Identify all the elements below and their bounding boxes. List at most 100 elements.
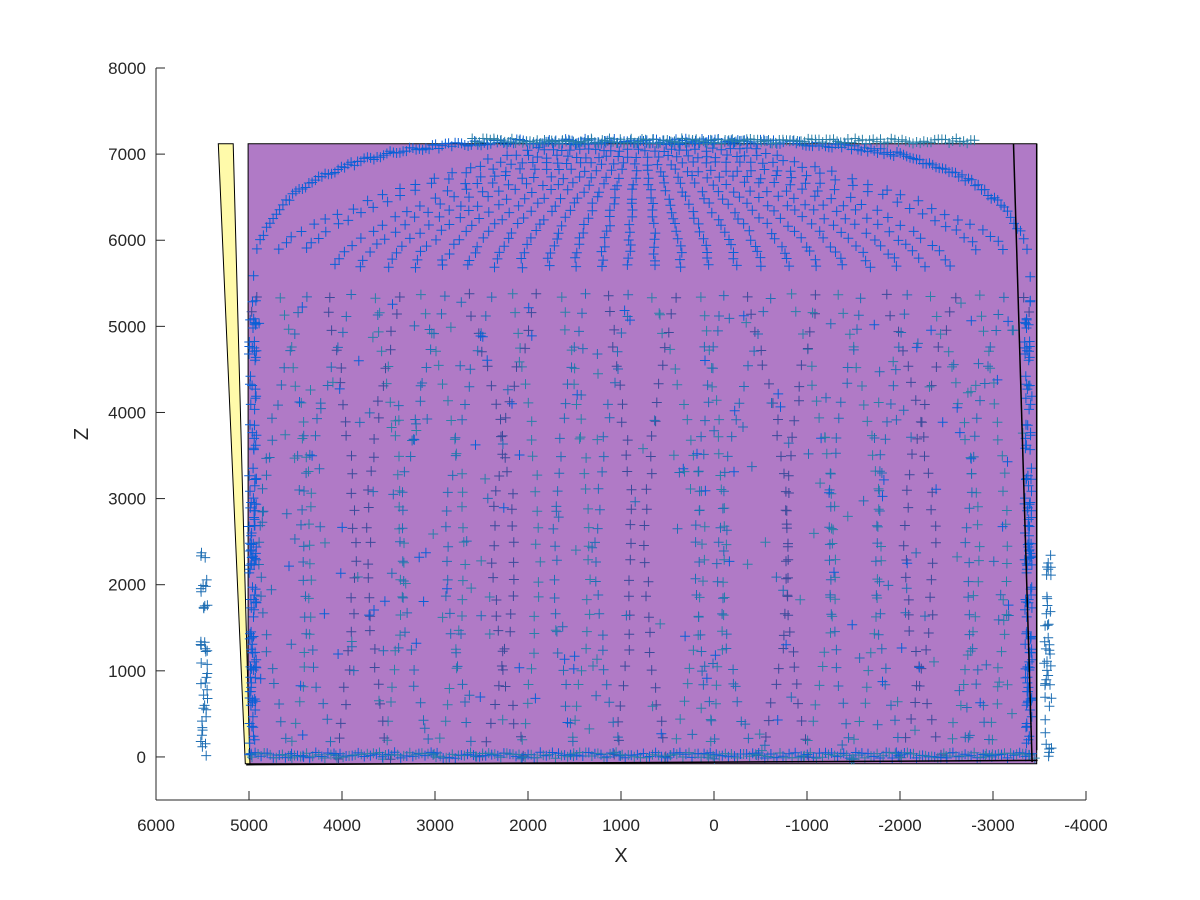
data-point — [395, 536, 405, 547]
data-point — [461, 717, 472, 728]
data-point — [666, 144, 677, 155]
data-point — [698, 449, 709, 460]
data-point — [771, 572, 782, 583]
data-point — [529, 164, 540, 175]
data-point — [198, 603, 209, 614]
data-point — [567, 736, 578, 747]
data-point — [886, 700, 896, 711]
data-point — [817, 661, 828, 672]
points-layer — [195, 133, 1057, 765]
data-point — [477, 186, 488, 197]
data-point — [622, 466, 633, 477]
data-point — [364, 625, 375, 636]
data-point — [346, 592, 357, 603]
data-point — [694, 505, 705, 516]
data-point — [332, 342, 343, 353]
data-point — [347, 240, 358, 251]
data-point — [1045, 550, 1056, 561]
data-point — [608, 158, 619, 169]
data-point — [1041, 739, 1052, 750]
data-point — [326, 362, 337, 373]
data-point — [601, 679, 612, 690]
data-point — [1001, 609, 1012, 620]
data-point — [695, 629, 706, 640]
data-point — [504, 396, 515, 407]
data-point — [684, 663, 695, 674]
data-point — [497, 664, 508, 675]
data-point — [455, 201, 466, 212]
data-point — [492, 253, 503, 264]
data-point — [899, 520, 910, 531]
data-point — [1022, 244, 1032, 255]
data-point — [647, 701, 658, 712]
data-point — [444, 683, 455, 694]
data-point — [910, 725, 920, 736]
data-point — [873, 629, 884, 640]
data-point — [502, 150, 513, 161]
data-point — [781, 556, 791, 567]
data-point — [472, 345, 483, 356]
data-point — [497, 214, 508, 225]
data-point — [998, 594, 1009, 605]
data-point — [1025, 271, 1036, 282]
data-point — [903, 594, 914, 605]
data-point — [738, 218, 749, 229]
data-point — [249, 433, 260, 444]
data-point — [1007, 708, 1017, 719]
data-point — [548, 523, 559, 534]
data-point — [888, 380, 899, 391]
x-tick-label: 1000 — [602, 816, 640, 835]
data-point — [576, 414, 587, 425]
data-point — [711, 680, 722, 691]
data-point — [497, 646, 508, 657]
data-point — [944, 306, 955, 317]
data-point — [248, 463, 259, 474]
data-point — [614, 146, 625, 157]
data-point — [811, 396, 822, 407]
data-point — [276, 380, 287, 390]
data-point — [248, 493, 259, 504]
data-point — [415, 396, 426, 407]
data-point — [979, 378, 990, 389]
data-point — [1042, 620, 1053, 631]
data-point — [778, 155, 789, 166]
data-point — [746, 309, 757, 320]
data-point — [363, 485, 374, 495]
data-point — [771, 170, 782, 181]
data-point — [993, 236, 1004, 247]
data-point — [858, 247, 869, 258]
data-point — [461, 167, 472, 178]
data-point — [373, 679, 384, 690]
data-point — [917, 208, 928, 219]
data-point — [950, 377, 961, 388]
data-point — [875, 608, 886, 619]
data-point — [964, 557, 975, 568]
data-point — [929, 656, 939, 667]
data-point — [964, 730, 975, 741]
data-point — [933, 342, 944, 352]
data-point — [383, 262, 394, 273]
data-point — [785, 166, 796, 177]
data-point — [713, 537, 724, 548]
data-point — [639, 557, 650, 568]
data-point — [244, 470, 255, 481]
y-tick-label: 8000 — [108, 59, 146, 78]
data-point — [325, 736, 336, 747]
data-point — [556, 220, 567, 231]
data-point — [546, 171, 557, 182]
data-point — [898, 405, 909, 416]
data-point — [401, 206, 412, 217]
data-point — [474, 213, 485, 224]
data-point — [860, 255, 871, 266]
data-point — [415, 380, 426, 391]
data-point — [315, 403, 326, 414]
data-point — [295, 680, 306, 691]
data-point — [963, 732, 974, 743]
data-point — [531, 225, 542, 236]
data-point — [964, 629, 975, 640]
data-point — [783, 538, 793, 549]
data-point — [712, 325, 723, 336]
data-point — [444, 219, 455, 230]
data-point — [402, 607, 413, 618]
data-point — [715, 522, 726, 533]
